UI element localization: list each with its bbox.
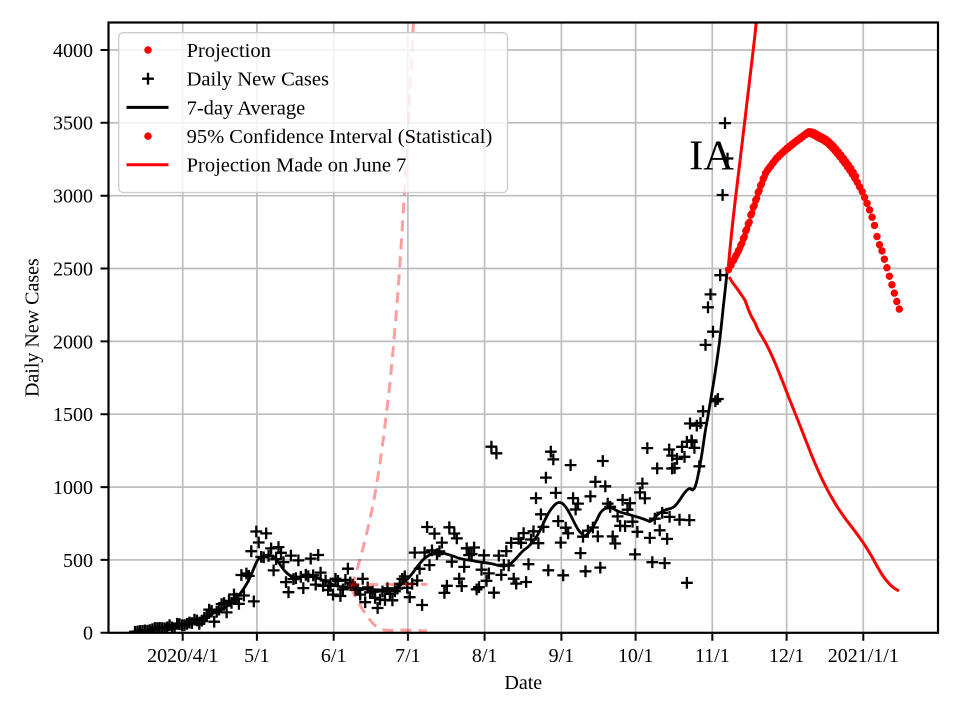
svg-text:95% Confidence Interval (Stati: 95% Confidence Interval (Statistical) xyxy=(187,126,493,148)
svg-text:Daily New Cases: Daily New Cases xyxy=(22,258,44,397)
svg-text:5/1: 5/1 xyxy=(244,645,270,667)
svg-text:Daily New Cases: Daily New Cases xyxy=(187,69,329,91)
svg-text:3500: 3500 xyxy=(53,113,93,135)
svg-text:Date: Date xyxy=(504,672,542,694)
svg-text:10/1: 10/1 xyxy=(618,645,654,667)
svg-text:12/1: 12/1 xyxy=(769,645,805,667)
svg-text:2021/1/1: 2021/1/1 xyxy=(828,645,899,667)
svg-text:8/1: 8/1 xyxy=(472,645,498,667)
svg-text:Projection: Projection xyxy=(187,40,271,62)
svg-text:0: 0 xyxy=(83,623,93,645)
svg-text:7-day Average: 7-day Average xyxy=(187,97,306,119)
svg-text:3000: 3000 xyxy=(53,186,93,208)
svg-text:1500: 1500 xyxy=(53,404,93,426)
svg-text:500: 500 xyxy=(63,550,93,572)
svg-text:2000: 2000 xyxy=(53,331,93,353)
svg-text:6/1: 6/1 xyxy=(321,645,347,667)
svg-text:4000: 4000 xyxy=(53,40,93,62)
svg-text:2500: 2500 xyxy=(53,258,93,280)
svg-text:9/1: 9/1 xyxy=(549,645,575,667)
svg-text:11/1: 11/1 xyxy=(695,645,730,667)
svg-text:Projection Made on June 7: Projection Made on June 7 xyxy=(187,155,407,177)
svg-text:1000: 1000 xyxy=(53,477,93,499)
svg-text:2020/4/1: 2020/4/1 xyxy=(147,645,218,667)
svg-text:7/1: 7/1 xyxy=(395,645,421,667)
svg-text:IA: IA xyxy=(689,133,734,180)
